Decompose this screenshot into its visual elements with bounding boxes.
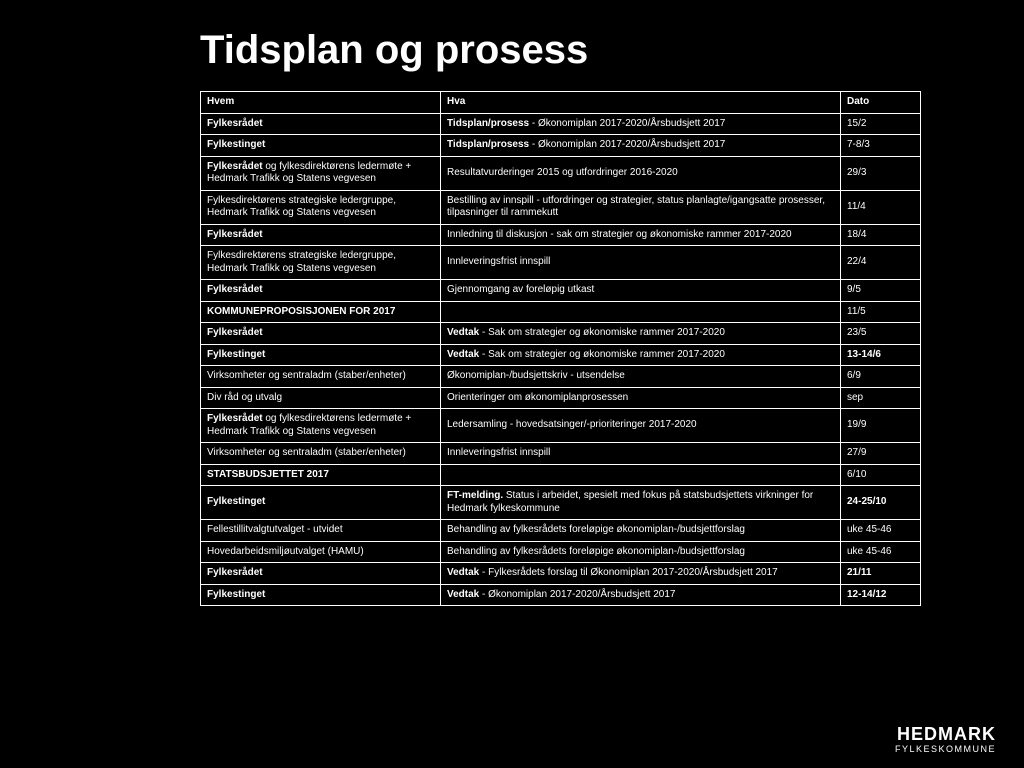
cell-dato: 6/10 [841,464,921,486]
cell-hva: Tidsplan/prosess - Økonomiplan 2017-2020… [441,135,841,157]
cell-hva: Bestilling av innspill - utfordringer og… [441,190,841,224]
table-row: Fylkesdirektørens strategiske ledergrupp… [201,246,921,280]
cell-hvem: Fylkesrådet [201,280,441,302]
cell-hvem: Fylkesrådet [201,113,441,135]
cell-dato: 21/11 [841,563,921,585]
cell-hvem: Fylkesrådet og fylkesdirektørens ledermø… [201,156,441,190]
table-row: Hovedarbeidsmiljøutvalget (HAMU)Behandli… [201,541,921,563]
cell-dato: 13-14/6 [841,344,921,366]
cell-hva: Vedtak - Sak om strategier og økonomiske… [441,344,841,366]
cell-hvem: Virksomheter og sentraladm (staber/enhet… [201,443,441,465]
cell-hva: Ledersamling - hovedsatsinger/-prioriter… [441,409,841,443]
cell-dato: 15/2 [841,113,921,135]
cell-hva: Resultatvurderinger 2015 og utfordringer… [441,156,841,190]
cell-hvem: Fylkesrådet og fylkesdirektørens ledermø… [201,409,441,443]
table-row: FylkestingetVedtak - Sak om strategier o… [201,344,921,366]
cell-dato: 18/4 [841,224,921,246]
cell-hvem: Virksomheter og sentraladm (staber/enhet… [201,366,441,388]
cell-dato: 23/5 [841,323,921,345]
cell-hva: Orienteringer om økonomiplanprosessen [441,387,841,409]
table-row: Fylkesrådet og fylkesdirektørens ledermø… [201,409,921,443]
table-row: FylkesrådetTidsplan/prosess - Økonomipla… [201,113,921,135]
table-row: FylkesrådetVedtak - Fylkesrådets forslag… [201,563,921,585]
cell-hvem: Fylkesdirektørens strategiske ledergrupp… [201,246,441,280]
cell-hva: Gjennomgang av foreløpig utkast [441,280,841,302]
table-row: Div råd og utvalgOrienteringer om økonom… [201,387,921,409]
cell-hva: FT-melding. Status i arbeidet, spesielt … [441,486,841,520]
table-row: FylkesrådetVedtak - Sak om strategier og… [201,323,921,345]
cell-hva: Økonomiplan-/budsjettskriv - utsendelse [441,366,841,388]
cell-dato: 29/3 [841,156,921,190]
col-hva: Hva [441,92,841,114]
cell-hva: Vedtak - Økonomiplan 2017-2020/Årsbudsje… [441,584,841,606]
table-row: FylkesrådetGjennomgang av foreløpig utka… [201,280,921,302]
brand-sub: FYLKESKOMMUNE [895,745,996,754]
cell-hva [441,464,841,486]
cell-hva: Innleveringsfrist innspill [441,443,841,465]
cell-hvem: Hovedarbeidsmiljøutvalget (HAMU) [201,541,441,563]
cell-hva: Vedtak - Fylkesrådets forslag til Økonom… [441,563,841,585]
table-row: STATSBUDSJETTET 2017 6/10 [201,464,921,486]
table-row: FylkestingetFT-melding. Status i arbeide… [201,486,921,520]
cell-hvem: Fylkestinget [201,584,441,606]
cell-hvem: Fylkestinget [201,135,441,157]
cell-hvem: Fylkesrådet [201,323,441,345]
cell-dato: 7-8/3 [841,135,921,157]
cell-hvem: Fylkesrådet [201,563,441,585]
cell-hva: Innledning til diskusjon - sak om strate… [441,224,841,246]
cell-hvem: Fylkesdirektørens strategiske ledergrupp… [201,190,441,224]
cell-dato: 11/5 [841,301,921,323]
cell-hvem: Fylkesrådet [201,224,441,246]
table-row: Fylkesdirektørens strategiske ledergrupp… [201,190,921,224]
cell-dato: sep [841,387,921,409]
table-row: FylkesrådetInnledning til diskusjon - sa… [201,224,921,246]
footer-logo: HEDMARK FYLKESKOMMUNE [895,725,996,754]
cell-dato: uke 45-46 [841,520,921,542]
schedule-table: Hvem Hva Dato FylkesrådetTidsplan/proses… [200,91,921,606]
table-row: Fylkesrådet og fylkesdirektørens ledermø… [201,156,921,190]
cell-dato: 11/4 [841,190,921,224]
cell-hva: Vedtak - Sak om strategier og økonomiske… [441,323,841,345]
cell-hvem: Fellestillitvalgtutvalget - utvidet [201,520,441,542]
cell-dato: 19/9 [841,409,921,443]
col-hvem: Hvem [201,92,441,114]
cell-hva: Behandling av fylkesrådets foreløpige øk… [441,520,841,542]
cell-hva: Innleveringsfrist innspill [441,246,841,280]
cell-dato: 12-14/12 [841,584,921,606]
page-title: Tidsplan og prosess [200,28,964,73]
cell-hvem: Div råd og utvalg [201,387,441,409]
cell-dato: 24-25/10 [841,486,921,520]
table-row: FylkestingetTidsplan/prosess - Økonomipl… [201,135,921,157]
cell-dato: 6/9 [841,366,921,388]
cell-dato: 27/9 [841,443,921,465]
table-row: KOMMUNEPROPOSISJONEN FOR 2017 11/5 [201,301,921,323]
table-row: Virksomheter og sentraladm (staber/enhet… [201,366,921,388]
table-header-row: Hvem Hva Dato [201,92,921,114]
cell-hva: Tidsplan/prosess - Økonomiplan 2017-2020… [441,113,841,135]
table-row: Virksomheter og sentraladm (staber/enhet… [201,443,921,465]
cell-hvem: KOMMUNEPROPOSISJONEN FOR 2017 [201,301,441,323]
cell-dato: 22/4 [841,246,921,280]
table-row: Fellestillitvalgtutvalget - utvidetBehan… [201,520,921,542]
table-row: FylkestingetVedtak - Økonomiplan 2017-20… [201,584,921,606]
cell-hva [441,301,841,323]
cell-dato: uke 45-46 [841,541,921,563]
cell-hvem: Fylkestinget [201,344,441,366]
cell-dato: 9/5 [841,280,921,302]
brand-name: HEDMARK [895,725,996,743]
slide: Tidsplan og prosess Hvem Hva Dato Fylkes… [0,0,1024,768]
cell-hvem: Fylkestinget [201,486,441,520]
cell-hva: Behandling av fylkesrådets foreløpige øk… [441,541,841,563]
cell-hvem: STATSBUDSJETTET 2017 [201,464,441,486]
col-dato: Dato [841,92,921,114]
